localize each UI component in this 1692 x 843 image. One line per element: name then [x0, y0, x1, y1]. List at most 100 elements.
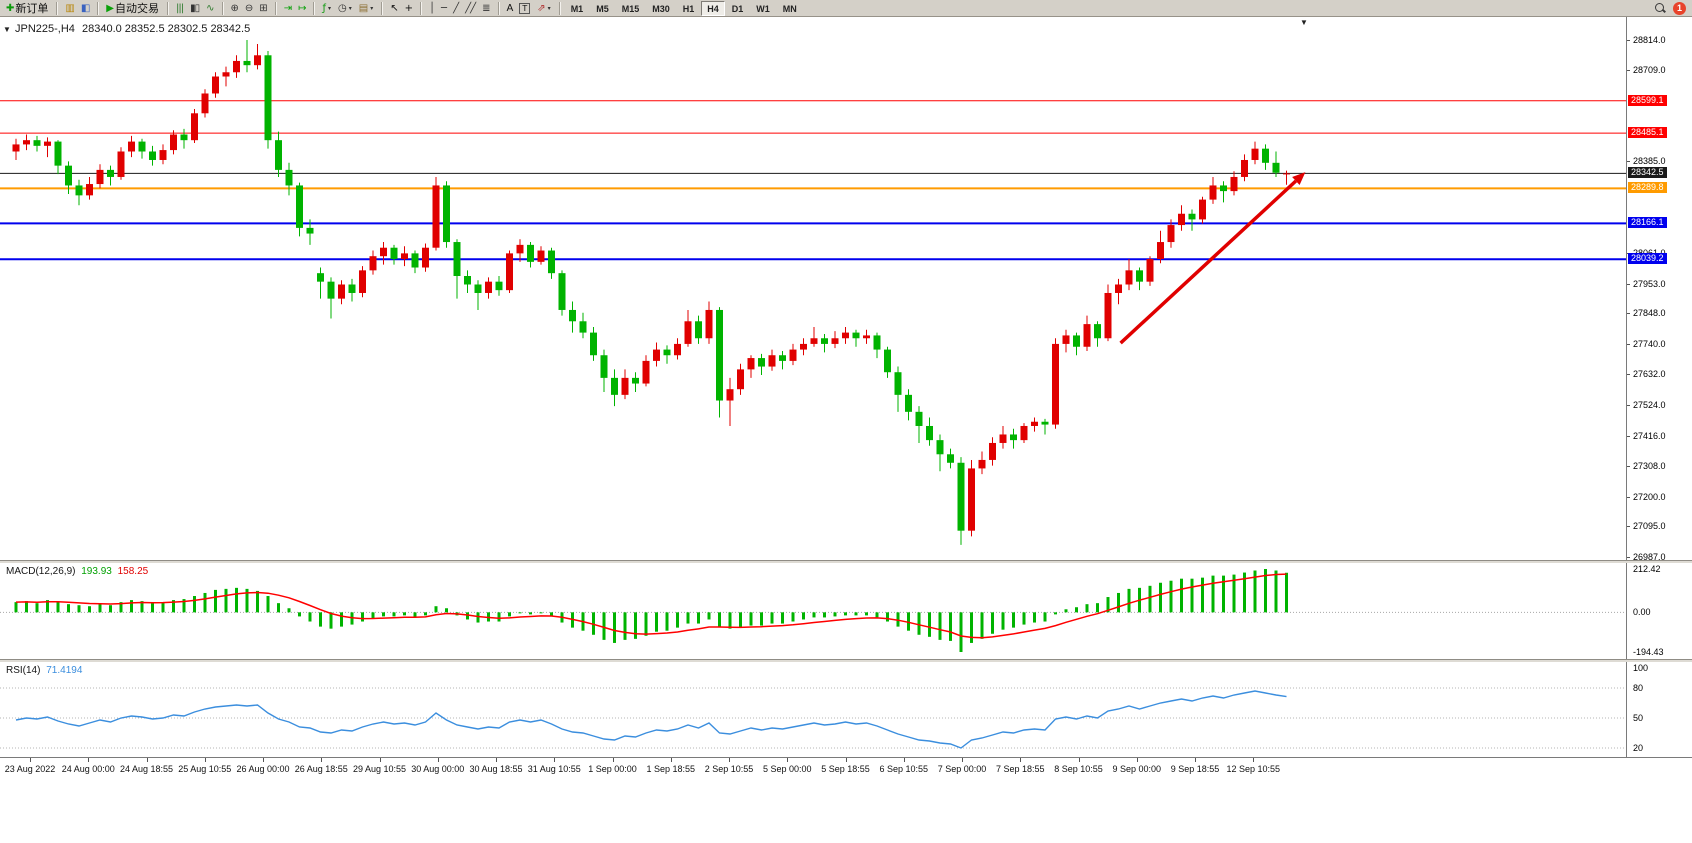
templates-button[interactable]: ▤ ▾ — [356, 1, 376, 16]
candles-series — [12, 40, 1290, 545]
chart-shift-button[interactable]: ↦ — [295, 1, 308, 16]
zoom-out-button[interactable]: ⊖ — [242, 1, 255, 16]
chart-shift-icon: ↦ — [298, 2, 306, 14]
caret-icon: ▾ — [328, 5, 332, 12]
market-watch-button[interactable]: ▥ — [62, 1, 76, 16]
time-label: 6 Sep 10:55 — [879, 764, 929, 774]
chart-shift-marker[interactable]: ▼ — [1300, 18, 1308, 27]
candles-chart-button[interactable]: ▮▯ — [187, 1, 202, 16]
timeframe-h4-button[interactable]: H4 — [701, 0, 725, 16]
text-label-button[interactable]: T — [516, 1, 533, 16]
bars-chart-icon: ||| — [176, 2, 184, 14]
toolbar-separator — [97, 1, 99, 15]
price-tick-mark — [1627, 313, 1630, 315]
channel-button[interactable]: ╱╱ — [462, 1, 478, 16]
indicators-button[interactable]: ƒ ▾ — [319, 1, 334, 16]
candles-chart-icon: ▮▯ — [190, 2, 200, 14]
rsi-tick-label: 80 — [1633, 683, 1644, 693]
macd-signal-value: 158.25 — [117, 566, 149, 577]
macd-chart-canvas[interactable] — [0, 563, 1626, 659]
price-tick-label: 26987.0 — [1633, 552, 1666, 562]
templates-icon: ▤ — [358, 2, 369, 14]
price-tick-mark — [1627, 526, 1630, 528]
chart-ohlc-values: 28340.0 28352.5 28302.5 28342.5 — [81, 23, 251, 35]
rsi-line — [15, 690, 1287, 749]
price-tick-label: 27848.0 — [1633, 308, 1666, 319]
price-tick-mark — [1627, 557, 1630, 558]
price-tick-label: 27308.0 — [1633, 461, 1666, 472]
periods-button[interactable]: ◷ ▾ — [335, 1, 355, 16]
caret-icon: ▾ — [370, 5, 374, 12]
price-line-tag: 28166.1 — [1628, 217, 1667, 229]
timeframe-w1-button[interactable]: W1 — [756, 3, 770, 14]
price-tick-label: 28061.0 — [1633, 248, 1666, 258]
notification-badge[interactable]: 1 — [1673, 1, 1686, 15]
timeframe-m15-button[interactable]: M15 — [621, 3, 640, 14]
cursor-button[interactable]: ↖ — [387, 1, 400, 16]
price-axis[interactable]: 28814.0 28709.0 28385.0 28061.0 27953.0 27848… — [1626, 17, 1692, 757]
search-button[interactable] — [1652, 1, 1669, 16]
toolbar-separator — [313, 1, 315, 15]
one-click-trading-toggle[interactable]: ▼ — [3, 25, 11, 34]
horizontal-lines[interactable] — [0, 100, 1626, 261]
line-chart-icon: ∿ — [206, 2, 214, 14]
time-label: 26 Aug 00:00 — [236, 764, 290, 774]
bars-chart-button[interactable]: ||| — [173, 1, 186, 16]
macd-histogram — [14, 569, 1288, 652]
macd-main-value: 193.93 — [81, 566, 112, 577]
price-chart-canvas[interactable] — [0, 17, 1626, 560]
trendline-button[interactable]: ╱ — [450, 1, 461, 16]
price-tick-label: 27953.0 — [1633, 278, 1666, 289]
time-tick-mark — [1195, 758, 1196, 762]
timeframe-h1-button[interactable]: H1 — [682, 3, 695, 14]
timeframe-m1-button[interactable]: M1 — [570, 3, 584, 14]
horizontal-line-button[interactable]: ─ — [438, 1, 449, 16]
toolbar-separator — [381, 1, 383, 15]
autotrade-button[interactable]: ▶ 自动交易 — [103, 1, 162, 16]
auto-scroll-icon: ⇥ — [283, 2, 292, 14]
price-tick-mark — [1627, 40, 1630, 41]
panel-separator-rsi[interactable] — [0, 659, 1692, 662]
rsi-chart-canvas[interactable] — [0, 662, 1626, 757]
time-label: 1 Sep 18:55 — [646, 764, 696, 774]
timeframe-m30-button[interactable]: M30 — [652, 3, 670, 14]
text-icon: A — [506, 2, 514, 14]
new-order-button[interactable]: ✚ 新订单 — [3, 1, 51, 16]
timeframe-d1-button[interactable]: D1 — [731, 3, 744, 14]
time-tick-mark — [612, 758, 614, 762]
caret-icon: ▾ — [547, 5, 551, 12]
new-order-label: 新订单 — [15, 3, 49, 15]
zoom-in-button[interactable]: ⊕ — [228, 1, 241, 16]
timeframe-m5-button[interactable]: M5 — [596, 3, 609, 14]
time-axis[interactable]: 23 Aug 2022 24 Aug 00:00 24 Aug 18:55 25 Au… — [0, 757, 1692, 843]
caret-icon: ▾ — [348, 5, 352, 12]
trend-arrow-annotation[interactable] — [1119, 172, 1306, 345]
rsi-tick-label: 100 — [1633, 663, 1649, 673]
auto-scroll-button[interactable]: ⇥ — [281, 1, 294, 16]
toolbar-separator — [167, 1, 168, 15]
price-tick-label: 28385.0 — [1633, 156, 1666, 167]
timeframe-mn-button[interactable]: MN — [782, 3, 797, 14]
arrows-button[interactable]: ⇗ ▾ — [534, 1, 553, 16]
time-tick-mark — [437, 758, 439, 762]
macd-tick-label: 212.42 — [1633, 564, 1661, 574]
price-line-tag: 28289.8 — [1628, 182, 1667, 194]
time-tick-mark — [1020, 758, 1022, 762]
data-window-button[interactable]: ◧ — [78, 1, 92, 16]
tile-windows-button[interactable]: ⊞ — [256, 1, 269, 16]
vertical-line-button[interactable]: │ — [426, 1, 437, 16]
crosshair-button[interactable]: + — [402, 1, 415, 16]
panel-separator-macd[interactable] — [0, 560, 1692, 563]
time-label: 23 Aug 2022 — [4, 764, 56, 774]
data-window-icon: ◧ — [80, 2, 91, 14]
rsi-tick-label: 50 — [1633, 713, 1644, 723]
fibonacci-button[interactable]: ≣ — [479, 1, 492, 16]
time-label: 29 Aug 10:55 — [352, 764, 407, 774]
time-label: 30 Aug 00:00 — [411, 764, 465, 774]
line-chart-button[interactable]: ∿ — [203, 1, 216, 16]
time-tick-mark — [1078, 758, 1080, 762]
zoom-out-icon: ⊖ — [244, 2, 253, 14]
time-tick-mark — [1136, 758, 1138, 762]
text-button[interactable]: A — [504, 1, 516, 16]
market-watch-icon: ▥ — [65, 2, 75, 14]
